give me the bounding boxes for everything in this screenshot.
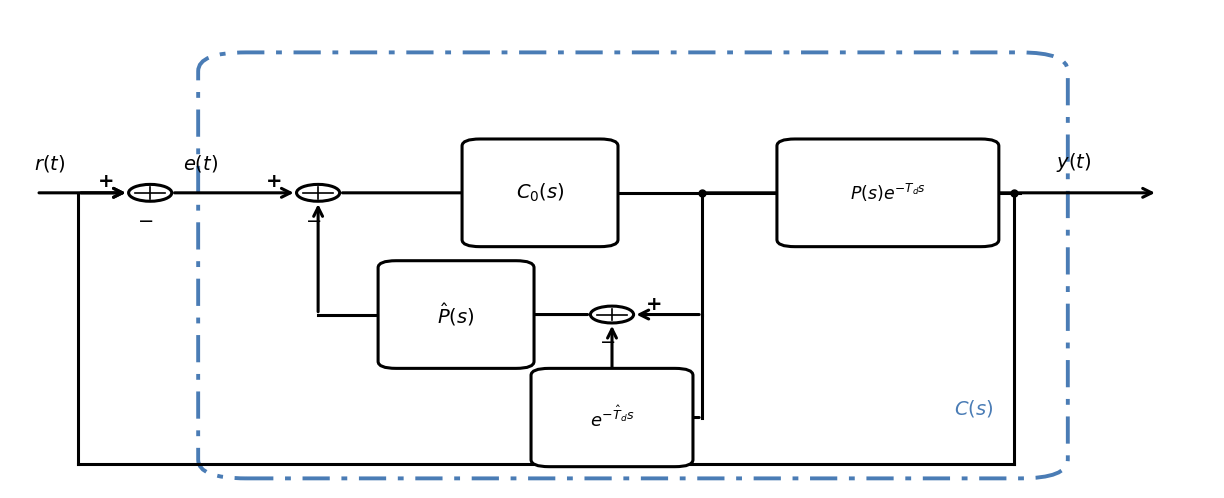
Text: +: + (645, 295, 662, 314)
Circle shape (296, 184, 340, 201)
Text: $C_0(s)$: $C_0(s)$ (515, 182, 564, 204)
FancyBboxPatch shape (777, 139, 999, 247)
FancyBboxPatch shape (378, 260, 534, 369)
Circle shape (590, 306, 634, 323)
Text: $e(t)$: $e(t)$ (182, 153, 218, 174)
Text: −: − (600, 333, 617, 352)
Text: +: + (266, 172, 282, 191)
Text: $P(s)e^{-T_d s}$: $P(s)e^{-T_d s}$ (849, 182, 925, 204)
Circle shape (129, 184, 171, 201)
Text: $r(t)$: $r(t)$ (34, 153, 65, 174)
Text: $C(s)$: $C(s)$ (953, 398, 993, 419)
Text: $e^{-\hat{T}_d s}$: $e^{-\hat{T}_d s}$ (590, 405, 634, 430)
Text: −: − (306, 212, 323, 231)
FancyBboxPatch shape (531, 369, 693, 467)
Text: −: − (138, 212, 154, 231)
Text: $y(t)$: $y(t)$ (1056, 151, 1091, 174)
Text: +: + (98, 172, 114, 191)
FancyBboxPatch shape (463, 139, 618, 247)
Text: $\hat{P}(s)$: $\hat{P}(s)$ (437, 301, 475, 328)
